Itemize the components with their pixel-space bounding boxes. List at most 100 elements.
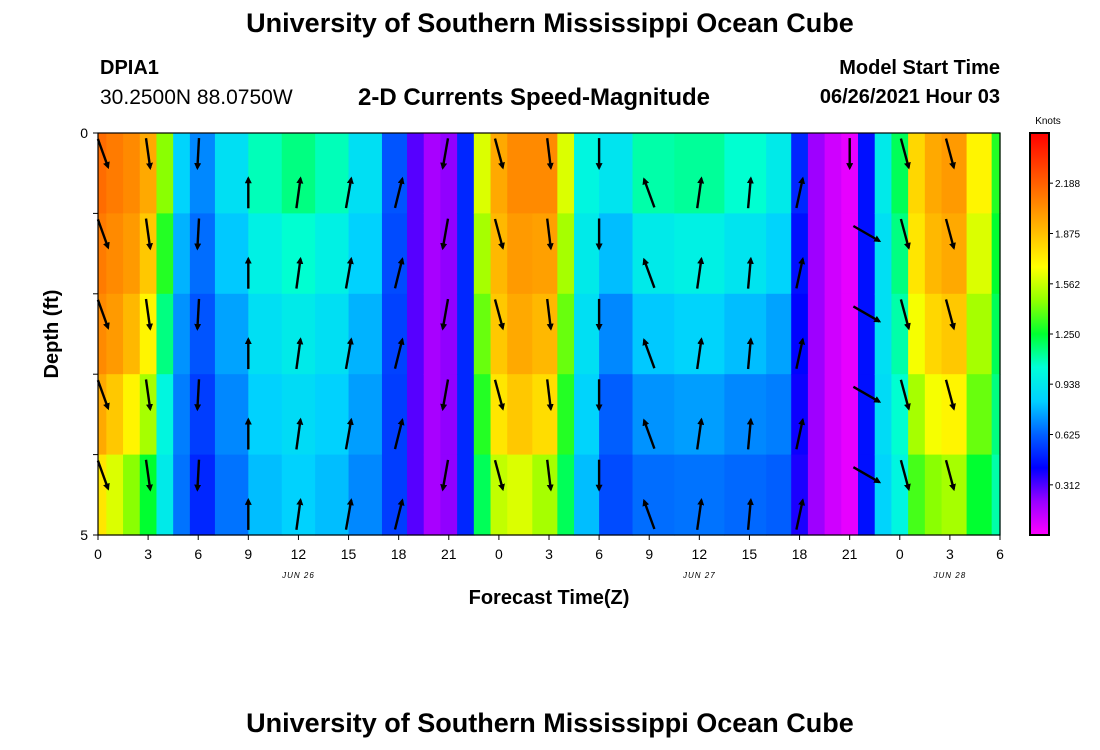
current-arrow bbox=[295, 337, 304, 370]
current-arrow bbox=[696, 256, 705, 289]
current-arrow bbox=[546, 379, 554, 412]
heatmap-cell bbox=[924, 213, 943, 295]
current-arrow bbox=[440, 379, 450, 412]
heatmap-cell bbox=[807, 293, 826, 375]
heatmap-cell bbox=[966, 293, 993, 375]
heatmap-cell bbox=[891, 293, 909, 375]
current-arrow bbox=[295, 176, 304, 209]
heatmap-cell bbox=[507, 454, 533, 536]
heatmap-cell bbox=[189, 133, 216, 214]
heatmap-cell bbox=[139, 454, 158, 536]
current-arrow bbox=[440, 298, 450, 331]
current-arrow bbox=[194, 298, 202, 331]
heatmap-cell bbox=[315, 293, 350, 375]
current-arrow bbox=[393, 176, 405, 209]
heatmap-cell bbox=[423, 454, 442, 536]
heatmap-cell bbox=[941, 293, 968, 375]
station-coords: 30.2500N 88.0750W bbox=[100, 86, 293, 109]
heatmap-cell bbox=[841, 454, 859, 536]
heatmap-cell bbox=[348, 293, 383, 375]
heatmap-cell bbox=[248, 133, 283, 214]
heatmap-cell bbox=[991, 133, 1001, 214]
current-arrow bbox=[899, 138, 911, 170]
heatmap-cell bbox=[156, 374, 174, 456]
heatmap-cell bbox=[991, 374, 1001, 456]
model-start-label: Model Start Time bbox=[839, 57, 1000, 79]
heatmap-cell bbox=[123, 454, 141, 536]
heatmap-cell bbox=[156, 454, 174, 536]
heatmap-cell bbox=[766, 213, 792, 295]
current-arrow bbox=[144, 459, 153, 492]
heatmap-cell bbox=[123, 133, 141, 214]
heatmap-cell bbox=[891, 213, 909, 295]
heatmap-cell bbox=[98, 454, 107, 536]
heatmap-cell bbox=[632, 293, 675, 375]
heatmap-cell bbox=[724, 133, 767, 214]
heatmap-cell bbox=[574, 213, 600, 295]
colorbar-tick-label: 0.938 bbox=[1055, 380, 1080, 391]
current-arrow bbox=[194, 379, 202, 412]
heatmap-cell bbox=[457, 213, 475, 295]
heatmap-cell bbox=[407, 133, 425, 214]
current-arrow bbox=[493, 138, 505, 170]
heatmap-cell bbox=[189, 374, 216, 456]
heatmap-cell bbox=[791, 293, 809, 375]
heatmap-cell bbox=[532, 133, 558, 214]
heatmap-cells bbox=[98, 133, 1001, 536]
current-arrow bbox=[344, 256, 354, 289]
x-tick-label: 15 bbox=[742, 546, 758, 562]
colorbar-tick-label: 1.562 bbox=[1055, 280, 1080, 291]
colorbar-tick-label: 0.312 bbox=[1055, 481, 1080, 492]
heatmap-cell bbox=[532, 374, 558, 456]
date-label: JUN 26 bbox=[281, 571, 315, 580]
heatmap-cell bbox=[189, 454, 216, 536]
current-arrow bbox=[852, 224, 882, 243]
current-arrow bbox=[194, 459, 202, 492]
current-arrow bbox=[440, 138, 450, 170]
heatmap-cell bbox=[98, 133, 107, 214]
current-arrow bbox=[440, 459, 450, 492]
heatmap-cell bbox=[507, 213, 533, 295]
heatmap-cell bbox=[924, 374, 943, 456]
heatmap-cell bbox=[173, 213, 191, 295]
current-arrow bbox=[696, 498, 705, 530]
heatmap-cell bbox=[156, 213, 174, 295]
heatmap-cell bbox=[874, 293, 893, 375]
current-arrow bbox=[393, 498, 405, 530]
date-label: JUN 28 bbox=[933, 571, 967, 580]
heatmap-cell bbox=[457, 133, 475, 214]
heatmap-cell bbox=[214, 133, 249, 214]
current-arrow bbox=[852, 305, 882, 323]
heatmap-cell bbox=[214, 213, 249, 295]
x-tick-label: 9 bbox=[645, 546, 653, 562]
current-arrow bbox=[295, 256, 304, 289]
heatmap-cell bbox=[807, 454, 826, 536]
current-arrow bbox=[642, 498, 656, 530]
current-arrow bbox=[795, 257, 806, 289]
heatmap-cell bbox=[189, 213, 216, 295]
current-arrow bbox=[96, 299, 110, 330]
heatmap-cell bbox=[173, 454, 191, 536]
heatmap-cell bbox=[858, 454, 876, 536]
heatmap-cell bbox=[966, 213, 993, 295]
heatmap-cell bbox=[173, 293, 191, 375]
x-tick-label: 18 bbox=[792, 546, 808, 562]
heatmap-cell bbox=[214, 374, 249, 456]
footer-title: University of Southern Mississippi Ocean… bbox=[246, 708, 854, 738]
x-tick-label: 12 bbox=[291, 546, 307, 562]
heatmap-cell bbox=[440, 454, 458, 536]
current-arrow bbox=[795, 176, 806, 209]
x-tick-label: 3 bbox=[946, 546, 954, 562]
heatmap-cell bbox=[891, 454, 909, 536]
heatmap-cell bbox=[423, 293, 442, 375]
heatmap-cell bbox=[674, 374, 725, 456]
current-arrow bbox=[899, 379, 911, 411]
current-arrow bbox=[642, 338, 656, 369]
heatmap-cell bbox=[557, 213, 575, 295]
heatmap-cell bbox=[173, 133, 191, 214]
heatmap-cell bbox=[440, 293, 458, 375]
date-label: JUN 27 bbox=[682, 571, 716, 580]
heatmap-cell bbox=[381, 374, 408, 456]
station-id: DPIA1 bbox=[100, 57, 159, 79]
